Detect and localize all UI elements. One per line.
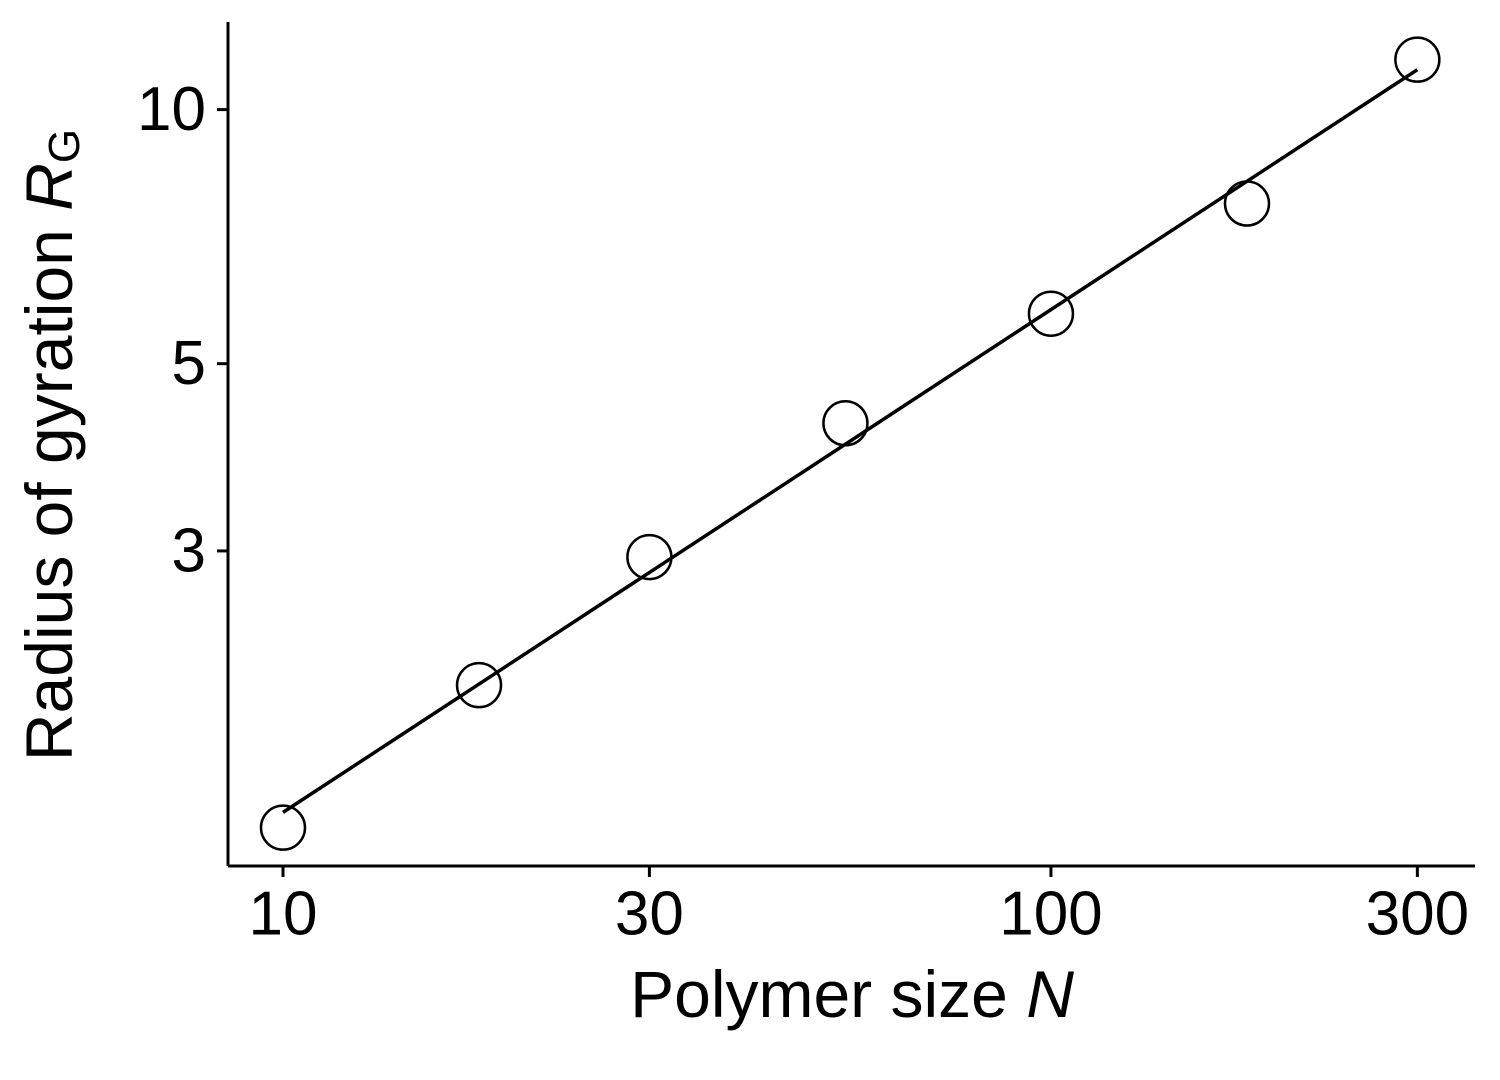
point [455,661,503,709]
point [1223,180,1271,227]
y-title-var: R [12,163,86,211]
x-axis-title: Polymer size N [630,957,1074,1031]
x-tick-label: 300 [1366,879,1469,948]
y-axis-title: Radius of gyration RG [12,129,88,761]
point [822,400,869,447]
y-title-sub: G [40,129,89,163]
y-tick-label: 5 [172,329,206,398]
y-tick-label: 3 [172,516,206,585]
point [259,804,307,851]
x-tick-label: 100 [999,879,1102,948]
x-tick-label: 30 [615,879,684,948]
x-title-var: N [1026,957,1074,1031]
point [626,533,673,581]
x-title-text: Polymer size [630,957,1008,1031]
y-tick-label: 10 [137,75,206,144]
y-title-text: Radius of gyration [12,229,86,761]
point [1027,290,1075,337]
point [1394,36,1441,83]
x-tick-label: 10 [249,879,318,948]
